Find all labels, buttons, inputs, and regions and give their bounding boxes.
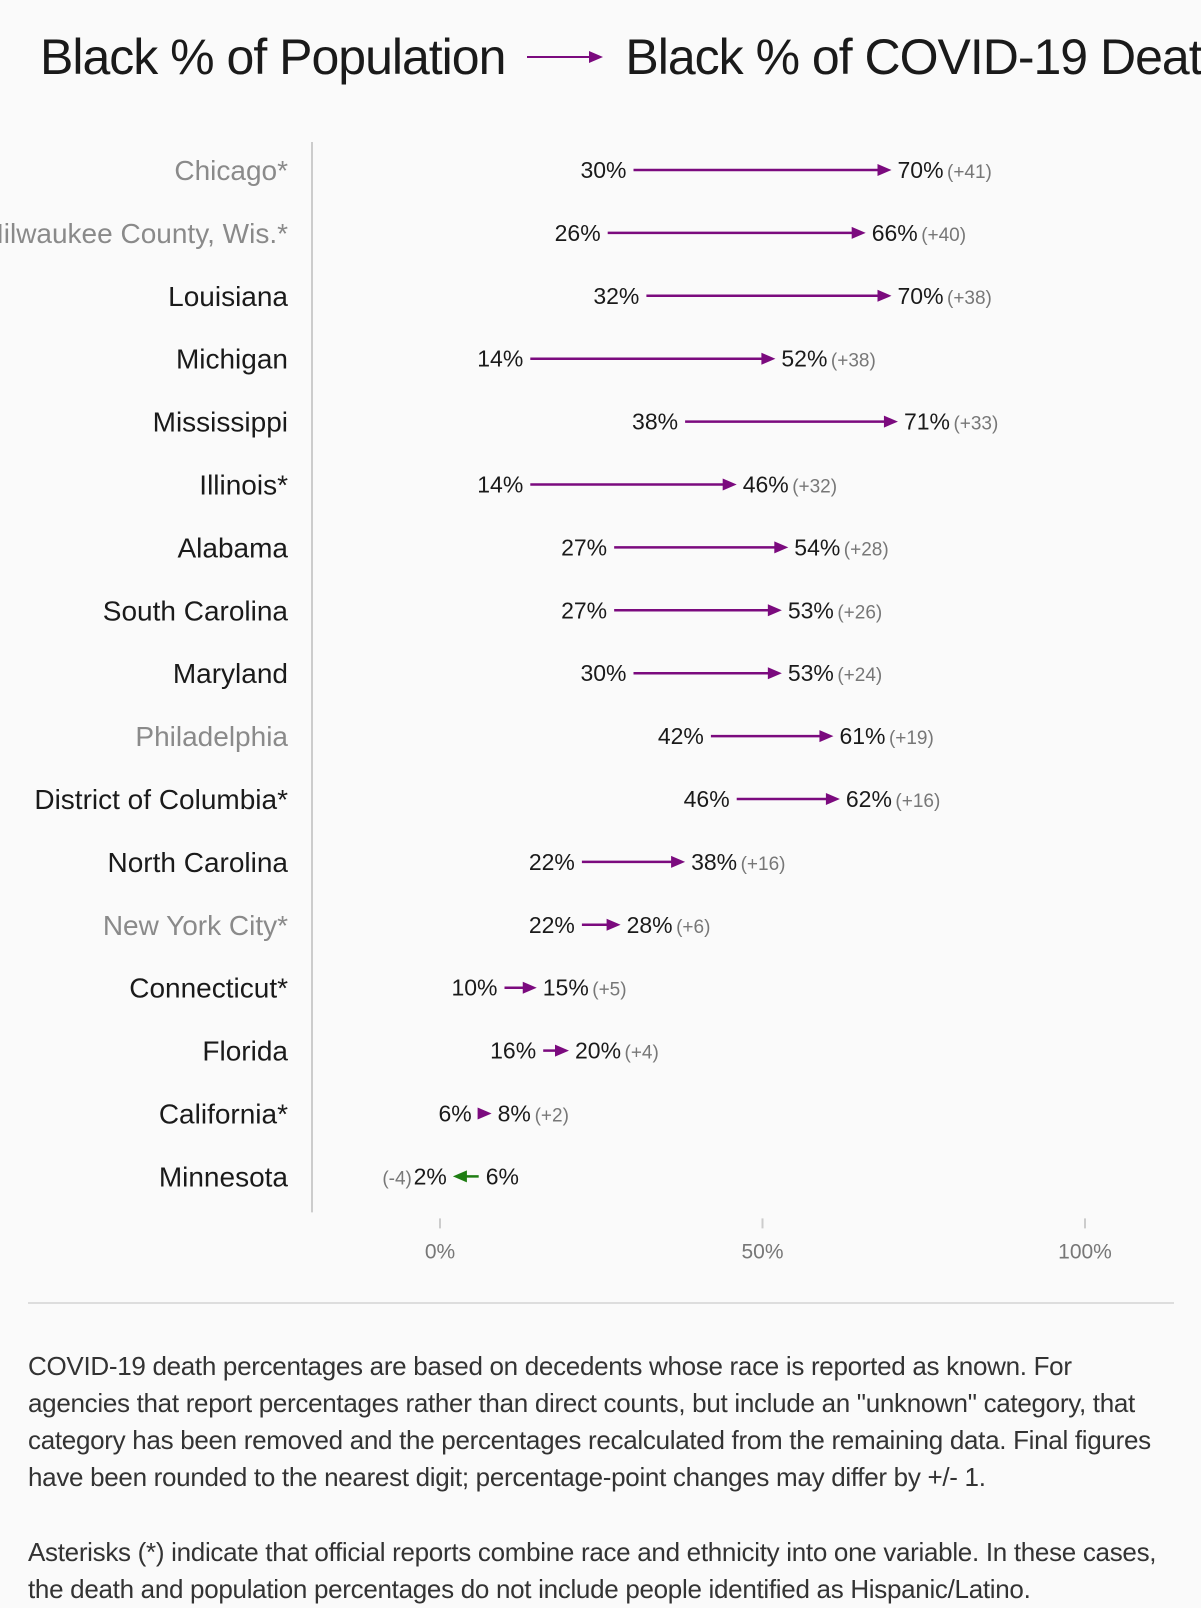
arrowhead-icon — [877, 164, 892, 176]
row-label: Alabama — [177, 532, 288, 563]
arrowhead-icon — [883, 415, 898, 428]
population-value: 38% — [632, 409, 678, 435]
row-label: Michigan — [176, 344, 288, 375]
change-value: (-4) — [382, 1168, 412, 1189]
change-value: (+2) — [535, 1106, 569, 1127]
change-value: (+16) — [741, 854, 786, 875]
arrowhead-icon — [819, 730, 834, 743]
arrowhead-icon — [522, 981, 537, 994]
change-value: (+38) — [947, 288, 992, 309]
title-arrow-icon — [527, 51, 604, 63]
population-value: 14% — [477, 472, 523, 498]
deaths-value: 38% — [691, 849, 737, 875]
asterisk-note: Asterisks (*) indicate that official rep… — [28, 1537, 1157, 1604]
deaths-value: 61% — [839, 723, 885, 749]
deaths-value: 54% — [794, 534, 840, 560]
deaths-value: 70% — [898, 157, 944, 183]
row-label: Connecticut* — [129, 973, 288, 1004]
population-value: 27% — [561, 534, 607, 560]
arrowhead-icon — [851, 226, 866, 239]
change-value: (+19) — [889, 728, 934, 749]
deaths-value: 46% — [743, 472, 789, 498]
row-label: Maryland — [173, 658, 288, 689]
divider — [28, 1302, 1174, 1304]
population-value: 32% — [593, 283, 639, 309]
change-value: (+33) — [953, 414, 998, 435]
row-label: Illinois* — [199, 470, 288, 501]
deaths-value: 52% — [781, 346, 827, 372]
arrowhead-icon — [555, 1044, 569, 1057]
deaths-value: 53% — [788, 597, 834, 623]
population-value: 16% — [490, 1038, 536, 1064]
row-label: Philadelphia — [135, 721, 288, 752]
population-value: 30% — [580, 660, 626, 686]
population-value: 6% — [486, 1163, 519, 1189]
row-label: Milwaukee County, Wis.* — [0, 218, 288, 249]
row-label: Minnesota — [159, 1161, 289, 1192]
change-value: (+32) — [792, 477, 837, 498]
x-tick-label: 0% — [425, 1240, 455, 1260]
population-value: 10% — [451, 975, 497, 1001]
row-label: California* — [159, 1099, 288, 1130]
change-value: (+41) — [947, 162, 992, 183]
population-value: 42% — [658, 723, 704, 749]
arrowhead-icon — [606, 918, 621, 931]
population-value: 30% — [580, 157, 626, 183]
row-label: Chicago* — [174, 155, 288, 186]
change-value: (+6) — [676, 917, 710, 938]
change-value: (+40) — [921, 225, 966, 246]
population-value: 14% — [477, 346, 523, 372]
deaths-value: 71% — [904, 409, 950, 435]
arrowhead-icon — [767, 667, 782, 680]
arrowhead-icon — [671, 855, 686, 868]
population-value: 22% — [529, 912, 575, 938]
methodology-note: COVID-19 death percentages are based on … — [28, 1351, 1151, 1492]
change-value: (+24) — [837, 665, 882, 686]
population-value: 27% — [561, 597, 607, 623]
deaths-value: 70% — [898, 283, 944, 309]
title-population: Black % of Population — [40, 29, 506, 85]
x-tick-label: 50% — [741, 1240, 783, 1260]
deaths-value: 66% — [872, 220, 918, 246]
change-value: (+16) — [895, 791, 940, 812]
arrowhead-icon — [767, 604, 782, 617]
row-label: New York City* — [103, 910, 288, 941]
deaths-value: 28% — [627, 912, 673, 938]
arrowhead-icon — [761, 352, 776, 365]
x-tick-label: 100% — [1058, 1240, 1112, 1260]
row-label: Florida — [202, 1036, 288, 1067]
title-deaths: Black % of COVID-19 Deaths — [625, 29, 1201, 85]
arrowhead-icon — [825, 793, 840, 805]
arrow-chart: Chicago* 30% 70% (+41)Milwaukee County, Wis… — [0, 142, 1112, 1260]
arrowhead-icon — [774, 541, 789, 554]
change-value: (+28) — [844, 539, 889, 560]
change-value: (+26) — [837, 602, 882, 623]
deaths-value: 20% — [575, 1038, 621, 1064]
deaths-value: 62% — [846, 786, 892, 812]
arrowhead-icon — [477, 1107, 492, 1120]
row-label: Louisiana — [168, 281, 288, 312]
row-label: North Carolina — [107, 847, 288, 878]
arrowhead-icon — [452, 1170, 467, 1183]
change-value: (+38) — [831, 351, 876, 372]
population-value: 6% — [438, 1101, 471, 1127]
population-value: 22% — [529, 849, 575, 875]
deaths-value: 2% — [414, 1163, 447, 1189]
arrowhead-icon — [877, 289, 892, 302]
row-label: Mississippi — [153, 407, 288, 438]
row-label: South Carolina — [103, 595, 289, 626]
chart-title: Black % of Population Black % of COVID-1… — [40, 22, 1201, 92]
arrowhead-icon — [722, 478, 737, 491]
deaths-value: 53% — [788, 660, 834, 686]
deaths-value: 8% — [498, 1101, 531, 1127]
population-value: 46% — [684, 786, 730, 812]
deaths-value: 15% — [543, 975, 589, 1001]
change-value: (+4) — [625, 1043, 659, 1064]
row-label: District of Columbia* — [34, 784, 288, 815]
population-value: 26% — [555, 220, 601, 246]
change-value: (+5) — [592, 980, 626, 1001]
